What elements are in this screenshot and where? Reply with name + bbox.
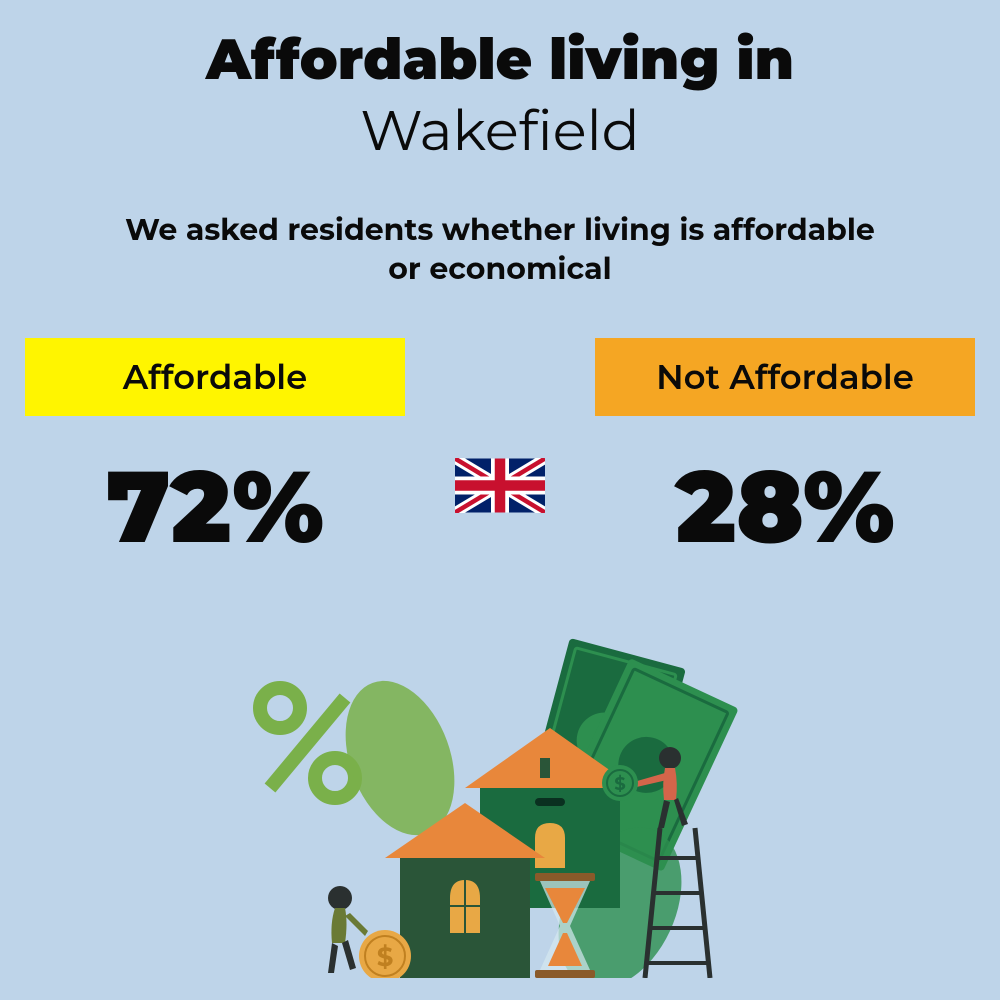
stats-row: Affordable 72% Not Affordable 28%: [0, 338, 1000, 568]
not-affordable-percentage: 28%: [675, 446, 894, 568]
title-location: Wakefield: [360, 97, 639, 165]
not-affordable-stat: Not Affordable 28%: [595, 338, 975, 568]
affordable-stat: Affordable 72%: [25, 338, 405, 568]
affordable-label: Affordable: [25, 338, 405, 416]
title-bold: Affordable living in: [206, 30, 794, 92]
housing-illustration: $ $: [200, 628, 800, 978]
not-affordable-label: Not Affordable: [595, 338, 975, 416]
svg-text:$: $: [614, 773, 625, 795]
affordable-percentage: 72%: [106, 446, 324, 568]
svg-text:$: $: [377, 941, 394, 973]
uk-flag-icon: [455, 458, 545, 513]
subtitle: We asked residents whether living is aff…: [125, 210, 875, 288]
